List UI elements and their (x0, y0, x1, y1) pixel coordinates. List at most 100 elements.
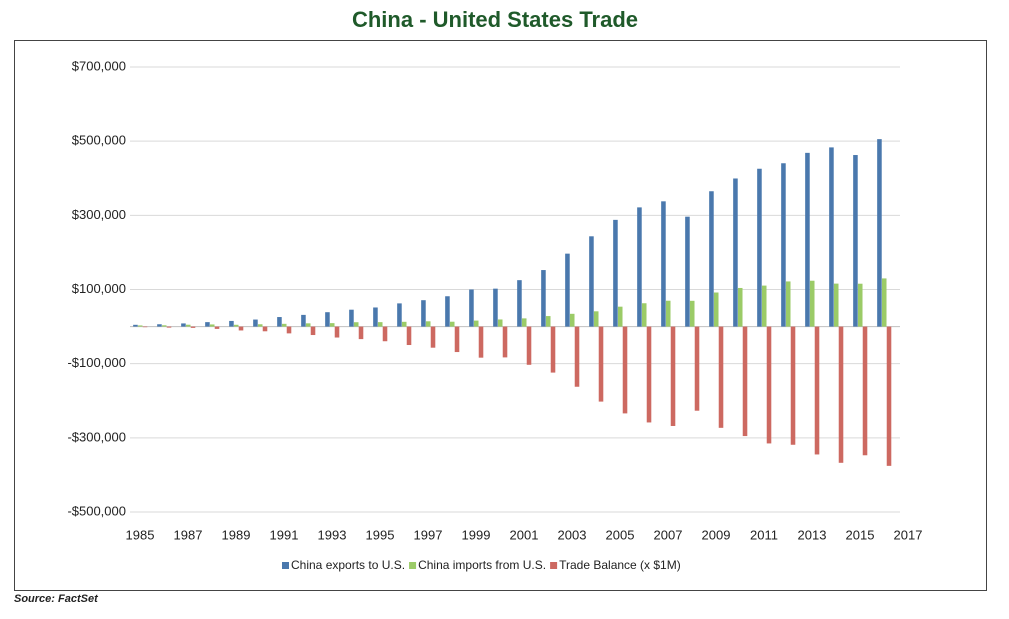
bar (593, 311, 599, 327)
bar (277, 317, 282, 327)
bar (301, 314, 306, 327)
x-tick-label: 1987 (174, 527, 203, 542)
bar (166, 326, 172, 328)
bar (694, 326, 700, 411)
bar (262, 326, 268, 332)
bar (569, 313, 575, 327)
bar (253, 319, 258, 327)
bar (838, 326, 844, 463)
bar (310, 326, 316, 336)
chart-frame (14, 40, 987, 591)
bar (214, 326, 220, 329)
y-tick-label: $300,000 (72, 207, 126, 222)
bar (190, 326, 196, 328)
bar (358, 326, 364, 340)
bar (478, 326, 484, 358)
bar (353, 322, 359, 327)
x-tick-label: 2003 (558, 527, 587, 542)
bar (454, 326, 460, 353)
bar (349, 309, 354, 327)
x-tick-label: 2005 (606, 527, 635, 542)
bar (641, 303, 647, 327)
x-tick-label: 1993 (318, 527, 347, 542)
bar (718, 326, 724, 428)
bar (661, 201, 666, 327)
bar (598, 326, 604, 402)
bar (685, 216, 690, 327)
bar (574, 326, 580, 387)
bar (229, 320, 234, 327)
bar (473, 320, 479, 327)
bar (550, 326, 556, 373)
bar (853, 155, 858, 327)
bar (469, 289, 474, 327)
bar (161, 325, 167, 327)
bar (233, 324, 239, 327)
bar (421, 300, 426, 327)
bar (157, 324, 162, 327)
legend-swatch (282, 562, 289, 569)
legend-swatch (550, 562, 558, 569)
bar (785, 281, 791, 327)
bar (646, 326, 652, 423)
bar (406, 326, 412, 346)
bar (257, 324, 263, 327)
bar (545, 316, 551, 327)
bar (401, 321, 407, 327)
bar (497, 319, 503, 327)
bar (877, 139, 882, 327)
bar (397, 303, 402, 327)
bar (382, 326, 388, 342)
bar (181, 323, 186, 327)
bar (377, 322, 383, 327)
x-tick-label: 2017 (894, 527, 923, 542)
x-tick-label: 1985 (126, 527, 155, 542)
x-tick-label: 2011 (750, 527, 778, 542)
bar (185, 324, 191, 327)
bar (781, 163, 786, 327)
bar (445, 296, 450, 327)
bar (449, 321, 455, 327)
chart-title: China - United States Trade (352, 7, 638, 32)
bar (305, 323, 311, 327)
bar (133, 324, 138, 327)
bar (430, 326, 436, 348)
x-tick-label: 1995 (366, 527, 395, 542)
source-note: Source: FactSet (14, 593, 99, 605)
x-tick-label: 2007 (654, 527, 683, 542)
bar (565, 253, 570, 327)
y-tick-label: -$300,000 (67, 429, 126, 444)
bar (142, 326, 148, 328)
bar (689, 300, 695, 327)
y-tick-label: -$100,000 (67, 355, 126, 370)
bar (829, 147, 834, 327)
legend-label: China imports from U.S. (418, 558, 546, 572)
bar (238, 326, 244, 331)
bar (526, 326, 532, 365)
x-tick-label: 1999 (462, 527, 491, 542)
bar (329, 323, 335, 327)
bar (517, 280, 522, 327)
bar (622, 326, 628, 414)
x-tick-label: 2013 (798, 527, 827, 542)
x-tick-label: 1997 (414, 527, 443, 542)
bar (886, 326, 892, 466)
y-tick-label: $500,000 (72, 133, 126, 148)
x-tick-label: 1991 (270, 527, 299, 542)
bar (137, 325, 143, 327)
bar (205, 322, 210, 327)
bar (521, 318, 527, 327)
bar (286, 326, 292, 334)
bar (373, 307, 378, 327)
y-tick-label: $100,000 (72, 281, 126, 296)
x-tick-label: 2009 (702, 527, 731, 542)
bar (209, 324, 215, 327)
legend-swatch (409, 562, 417, 569)
bar (502, 326, 508, 358)
bar (761, 285, 767, 327)
y-tick-label: $700,000 (72, 58, 126, 73)
bar (425, 321, 431, 327)
bar (334, 326, 340, 338)
bar (709, 191, 714, 327)
